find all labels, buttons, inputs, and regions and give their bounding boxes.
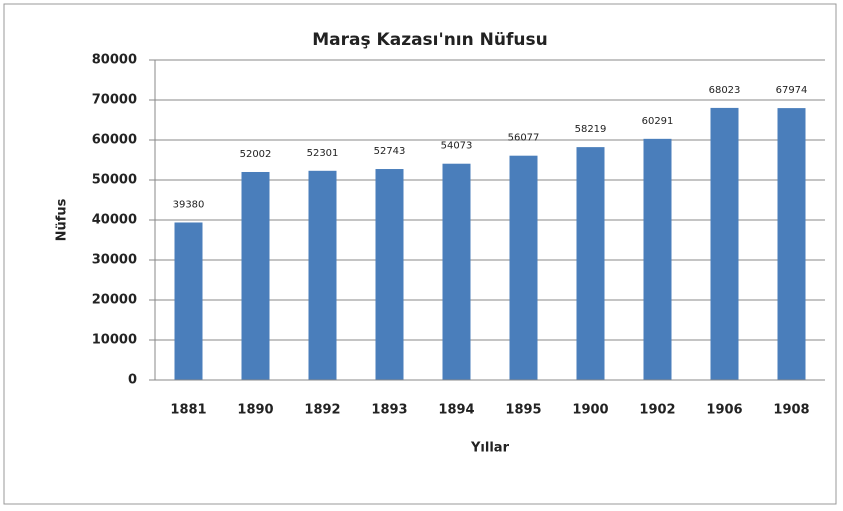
- bar: [174, 222, 203, 380]
- y-tick-label: 30000: [92, 253, 137, 268]
- x-tick-label: 1893: [371, 403, 407, 418]
- bar: [777, 108, 806, 380]
- y-tick-label: 50000: [92, 173, 137, 188]
- data-label: 67974: [776, 85, 808, 96]
- data-label: 68023: [709, 85, 741, 96]
- y-axis-label: Nüfus: [55, 198, 70, 241]
- x-tick-label: 1881: [170, 403, 206, 418]
- x-tick-label: 1900: [572, 403, 608, 418]
- data-label: 52301: [307, 148, 339, 159]
- bar: [442, 163, 471, 380]
- x-axis-label: Yıllar: [470, 441, 510, 456]
- x-tick-label: 1908: [773, 403, 809, 418]
- data-label: 58219: [575, 124, 607, 135]
- bar: [375, 169, 404, 380]
- x-tick-label: 1894: [438, 403, 474, 418]
- y-tick-label: 10000: [92, 333, 137, 348]
- data-label: 56077: [508, 133, 540, 144]
- bar: [241, 171, 270, 380]
- x-tick-label: 1906: [706, 403, 742, 418]
- bar: [576, 147, 605, 380]
- y-tick-label: 80000: [92, 53, 137, 68]
- chart-border: [3, 3, 837, 505]
- x-tick-label: 1892: [304, 403, 340, 418]
- bar: [308, 170, 337, 380]
- bar: [509, 155, 538, 380]
- chart-title: Maraş Kazası'nın Nüfusu: [312, 30, 547, 50]
- x-tick-label: 1890: [237, 403, 273, 418]
- data-label: 60291: [642, 116, 674, 127]
- x-tick-label: 1902: [639, 403, 675, 418]
- y-tick-label: 20000: [92, 293, 137, 308]
- data-label: 39380: [173, 199, 205, 210]
- data-label: 54073: [441, 141, 473, 152]
- data-label: 52002: [240, 149, 272, 160]
- bar: [643, 138, 672, 380]
- y-tick-label: 0: [128, 373, 137, 388]
- x-tick-label: 1895: [505, 403, 541, 418]
- y-tick-label: 40000: [92, 213, 137, 228]
- bar: [710, 107, 739, 381]
- y-tick-label: 60000: [92, 133, 137, 148]
- y-tick-label: 70000: [92, 93, 137, 108]
- data-label: 52743: [374, 146, 406, 157]
